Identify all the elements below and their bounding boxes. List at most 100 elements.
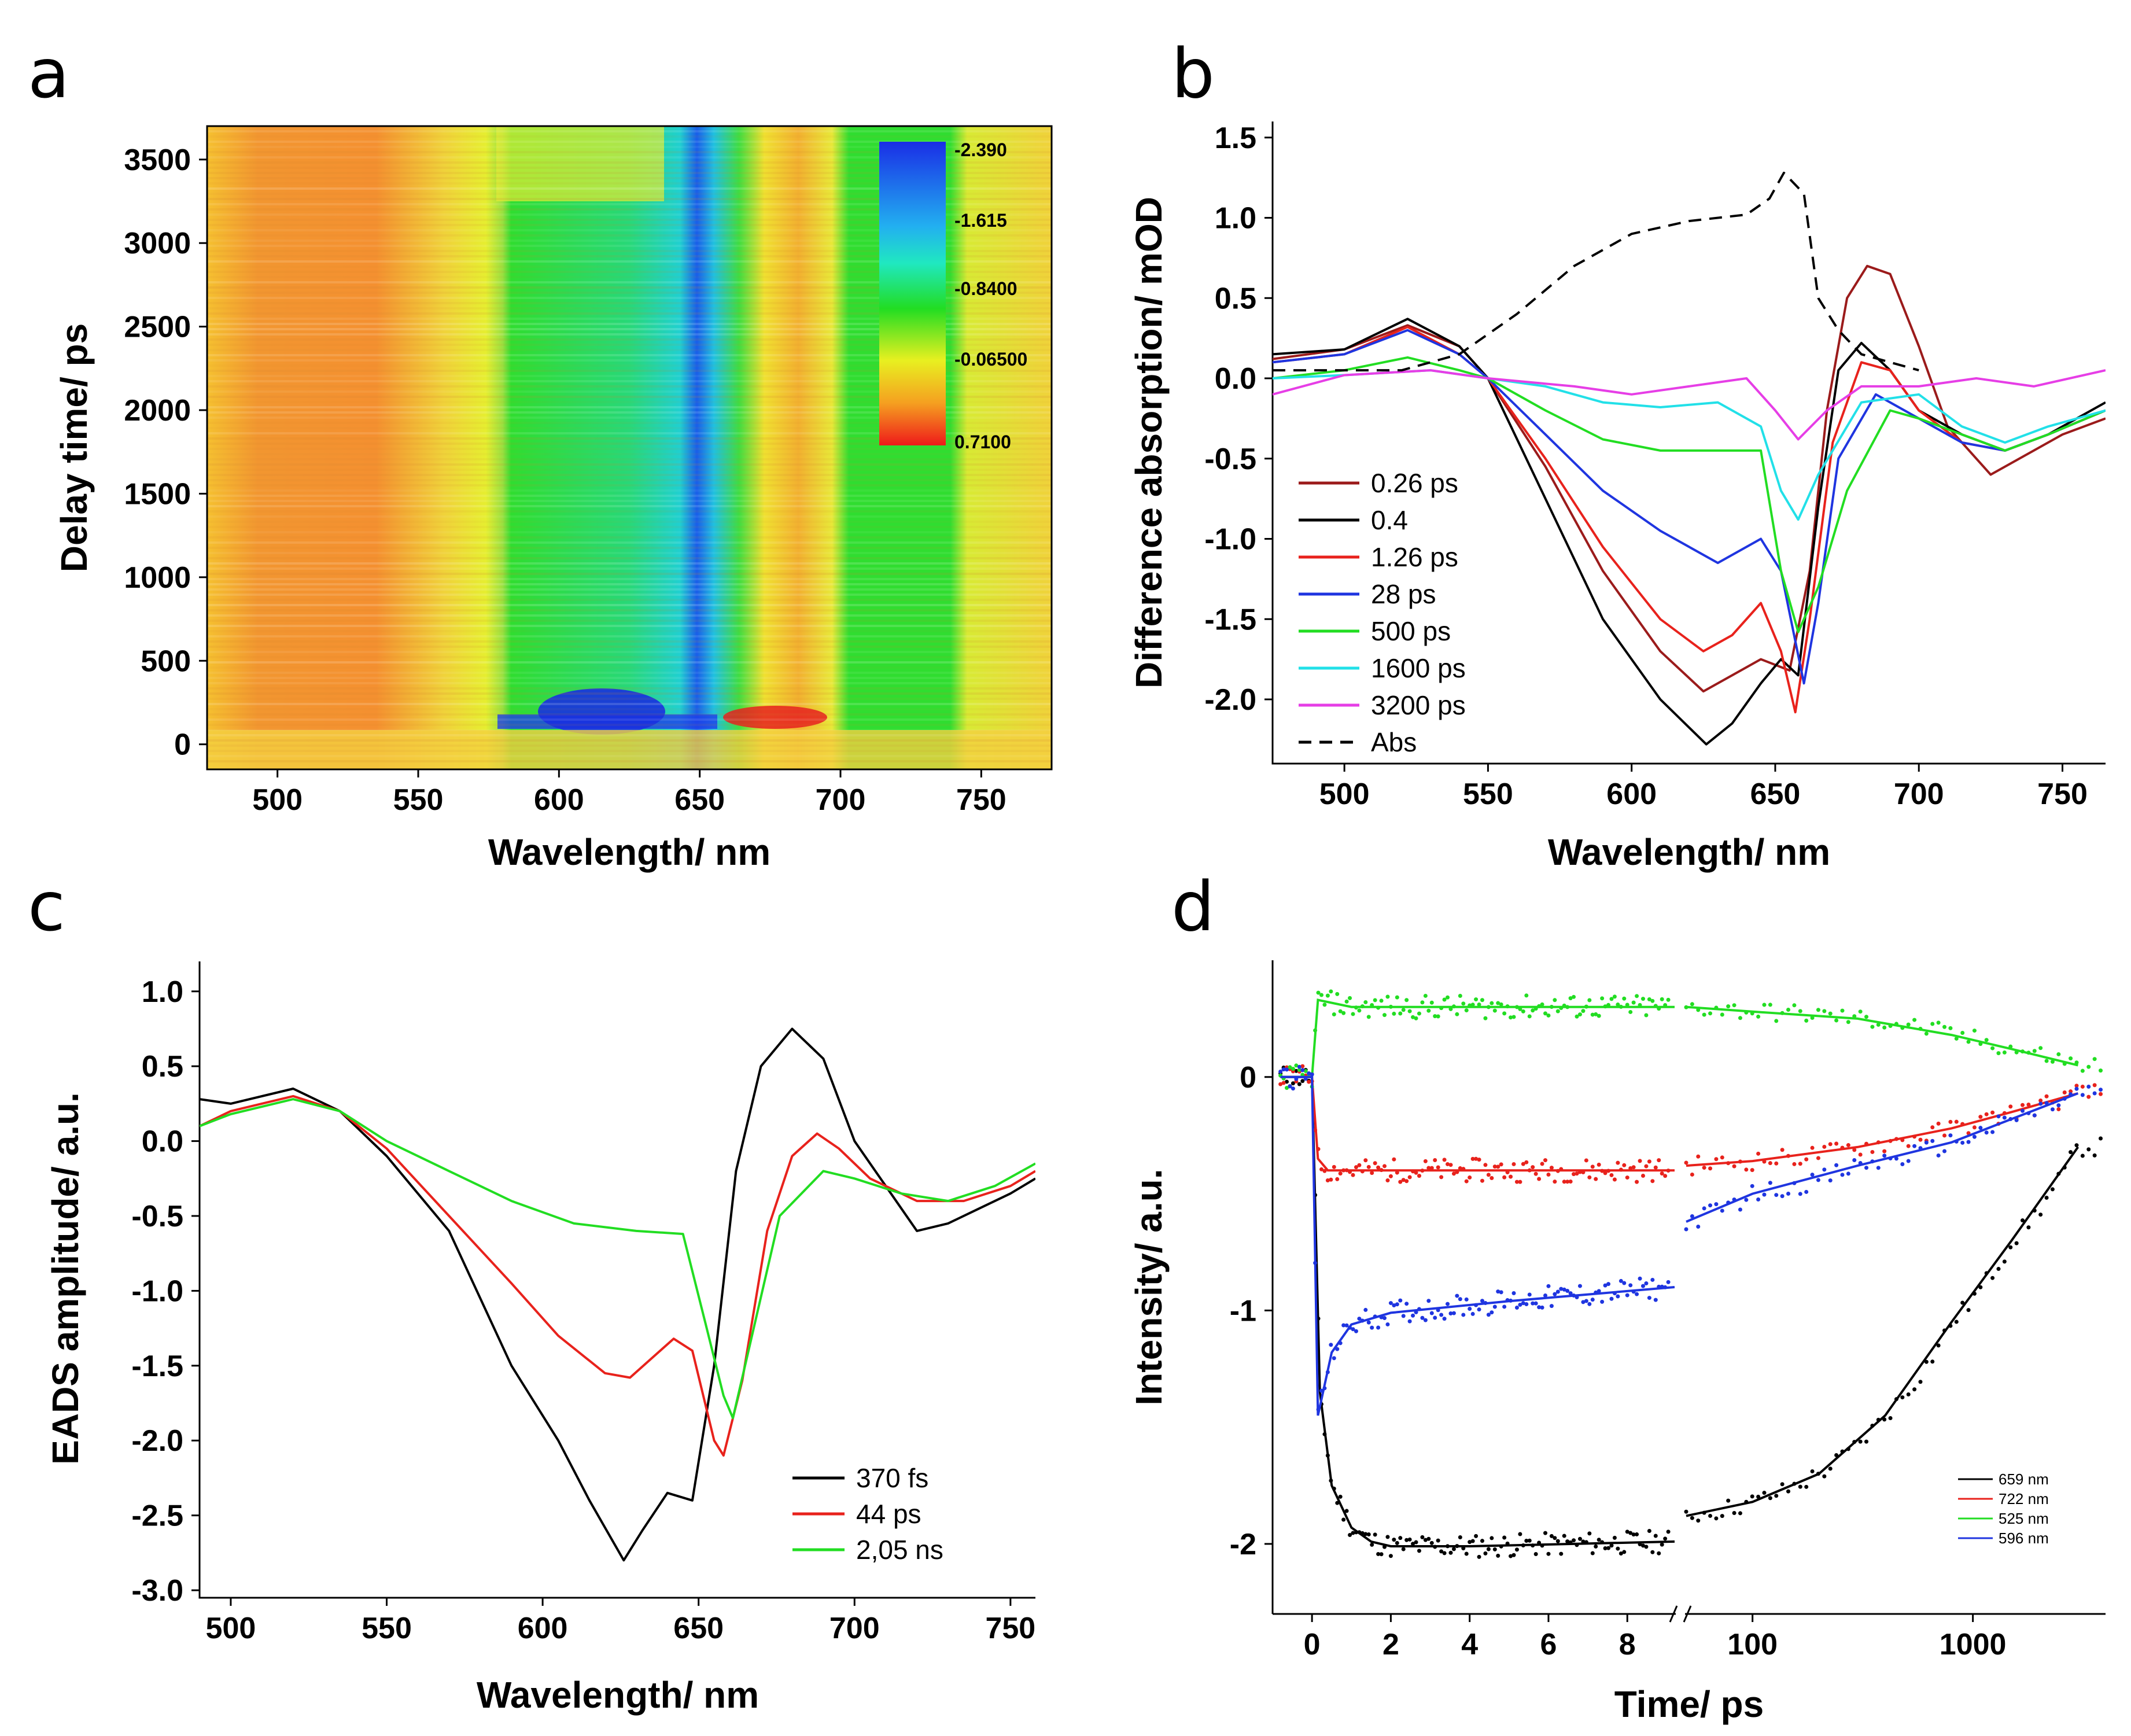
data-point-596-nm bbox=[1555, 1289, 1560, 1294]
data-point-525-nm bbox=[1882, 1025, 1887, 1030]
fit-line-log-722-nm bbox=[1686, 1092, 2078, 1167]
data-point-525-nm bbox=[1401, 1008, 1406, 1012]
data-point-659-nm bbox=[1407, 1537, 1412, 1542]
data-point-722-nm bbox=[1313, 1128, 1318, 1133]
data-point-525-nm bbox=[1864, 1015, 1869, 1019]
data-point-525-nm bbox=[1291, 1067, 1295, 1071]
data-point-525-nm bbox=[1984, 1038, 1989, 1042]
data-point-659-nm bbox=[1514, 1547, 1519, 1552]
data-point-722-nm bbox=[1325, 1178, 1330, 1183]
data-point-659-nm bbox=[1423, 1538, 1428, 1542]
data-point-722-nm bbox=[1370, 1171, 1374, 1175]
data-point-596-nm bbox=[1417, 1307, 1421, 1311]
data-point-596-nm bbox=[1858, 1160, 1863, 1165]
heatmap-stripe bbox=[207, 651, 1052, 653]
panel-c-xlabel: Wavelength/ nm bbox=[477, 1674, 759, 1716]
data-point-596-nm bbox=[1834, 1163, 1839, 1167]
heatmap-stripe bbox=[207, 250, 1052, 252]
data-point-525-nm bbox=[1894, 1022, 1898, 1026]
data-point-722-nm bbox=[1499, 1162, 1503, 1167]
x-tick-label: 650 bbox=[673, 1612, 724, 1645]
data-point-525-nm bbox=[1319, 993, 1323, 997]
data-point-659-nm bbox=[1468, 1540, 1472, 1545]
heatmap-stripe bbox=[207, 385, 1052, 388]
data-point-596-nm bbox=[1587, 1302, 1592, 1306]
data-point-722-nm bbox=[1518, 1180, 1522, 1184]
data-point-596-nm bbox=[1537, 1305, 1542, 1310]
data-point-596-nm bbox=[1433, 1315, 1437, 1320]
data-point-596-nm bbox=[1392, 1303, 1396, 1308]
data-point-722-nm bbox=[1774, 1161, 1779, 1166]
data-point-596-nm bbox=[2074, 1086, 2079, 1091]
data-point-659-nm bbox=[1663, 1536, 1668, 1541]
data-point-722-nm bbox=[1531, 1165, 1535, 1170]
x-tick-label: 100 bbox=[1727, 1628, 1778, 1661]
heatmap-stripe bbox=[207, 135, 1052, 138]
heatmap-stripe bbox=[207, 130, 1052, 132]
data-point-596-nm bbox=[1483, 1300, 1488, 1305]
data-point-722-nm bbox=[1414, 1170, 1418, 1175]
data-point-525-nm bbox=[1366, 1015, 1371, 1019]
data-point-722-nm bbox=[1492, 1164, 1497, 1169]
data-point-722-nm bbox=[1524, 1160, 1529, 1164]
data-point-659-nm bbox=[1978, 1285, 1983, 1289]
data-point-525-nm bbox=[1392, 1011, 1396, 1016]
data-point-722-nm bbox=[1486, 1173, 1491, 1177]
data-point-722-nm bbox=[1575, 1171, 1579, 1176]
data-point-596-nm bbox=[1366, 1320, 1371, 1325]
data-point-596-nm bbox=[1316, 1407, 1321, 1412]
data-point-722-nm bbox=[1810, 1145, 1815, 1150]
data-point-659-nm bbox=[1382, 1545, 1387, 1549]
data-point-722-nm bbox=[1540, 1162, 1544, 1166]
y-tick-label: 0 bbox=[1240, 1061, 1256, 1094]
data-point-722-nm bbox=[1930, 1125, 1935, 1130]
data-point-659-nm bbox=[1562, 1534, 1566, 1538]
data-point-525-nm bbox=[1852, 1014, 1857, 1019]
data-point-596-nm bbox=[1644, 1281, 1649, 1286]
heatmap-stripe bbox=[207, 734, 1052, 736]
data-point-596-nm bbox=[1864, 1166, 1869, 1170]
y-tick-label: 1.5 bbox=[1215, 121, 1256, 155]
heatmap-stripe bbox=[207, 234, 1052, 237]
data-point-525-nm bbox=[1357, 1008, 1362, 1013]
data-point-525-nm bbox=[1385, 994, 1390, 999]
data-point-659-nm bbox=[1942, 1328, 1947, 1333]
data-point-659-nm bbox=[1828, 1466, 1833, 1471]
data-point-596-nm bbox=[1499, 1290, 1503, 1295]
y-tick-label: -2.5 bbox=[131, 1499, 183, 1533]
data-point-525-nm bbox=[1436, 1014, 1440, 1019]
data-point-525-nm bbox=[2038, 1046, 2043, 1051]
data-point-659-nm bbox=[1966, 1308, 1971, 1313]
y-tick-label: -0.5 bbox=[1204, 443, 1256, 476]
data-point-722-nm bbox=[1514, 1180, 1519, 1184]
y-tick-label: 0.0 bbox=[142, 1125, 183, 1159]
data-point-659-nm bbox=[1930, 1359, 1935, 1364]
data-point-722-nm bbox=[1379, 1168, 1384, 1173]
data-point-596-nm bbox=[1505, 1298, 1510, 1303]
data-point-659-nm bbox=[1439, 1549, 1444, 1554]
y-tick-label: -1.5 bbox=[131, 1350, 183, 1383]
heatmap-stripe bbox=[207, 156, 1052, 159]
data-point-722-nm bbox=[1708, 1166, 1713, 1171]
data-point-722-nm bbox=[1448, 1163, 1453, 1167]
y-tick-label: 0.5 bbox=[142, 1050, 183, 1083]
data-point-659-nm bbox=[1852, 1440, 1857, 1444]
data-point-596-nm bbox=[2069, 1092, 2073, 1097]
data-point-525-nm bbox=[1360, 1004, 1365, 1009]
data-point-722-nm bbox=[1278, 1082, 1283, 1086]
heatmap-stripe bbox=[207, 687, 1052, 690]
data-point-722-nm bbox=[2099, 1092, 2103, 1096]
data-point-596-nm bbox=[2014, 1118, 2019, 1122]
y-tick-label: -0.5 bbox=[131, 1200, 183, 1233]
data-point-596-nm bbox=[1477, 1307, 1481, 1312]
data-point-659-nm bbox=[1461, 1546, 1466, 1551]
data-point-525-nm bbox=[1780, 1011, 1785, 1015]
data-point-596-nm bbox=[1635, 1292, 1639, 1296]
data-point-525-nm bbox=[1288, 1065, 1292, 1070]
data-point-659-nm bbox=[1492, 1547, 1497, 1551]
data-point-722-nm bbox=[1319, 1167, 1323, 1171]
data-point-525-nm bbox=[1521, 1009, 1525, 1013]
data-point-659-nm bbox=[1846, 1447, 1850, 1451]
data-point-596-nm bbox=[1294, 1077, 1299, 1081]
data-point-659-nm bbox=[1840, 1449, 1845, 1454]
